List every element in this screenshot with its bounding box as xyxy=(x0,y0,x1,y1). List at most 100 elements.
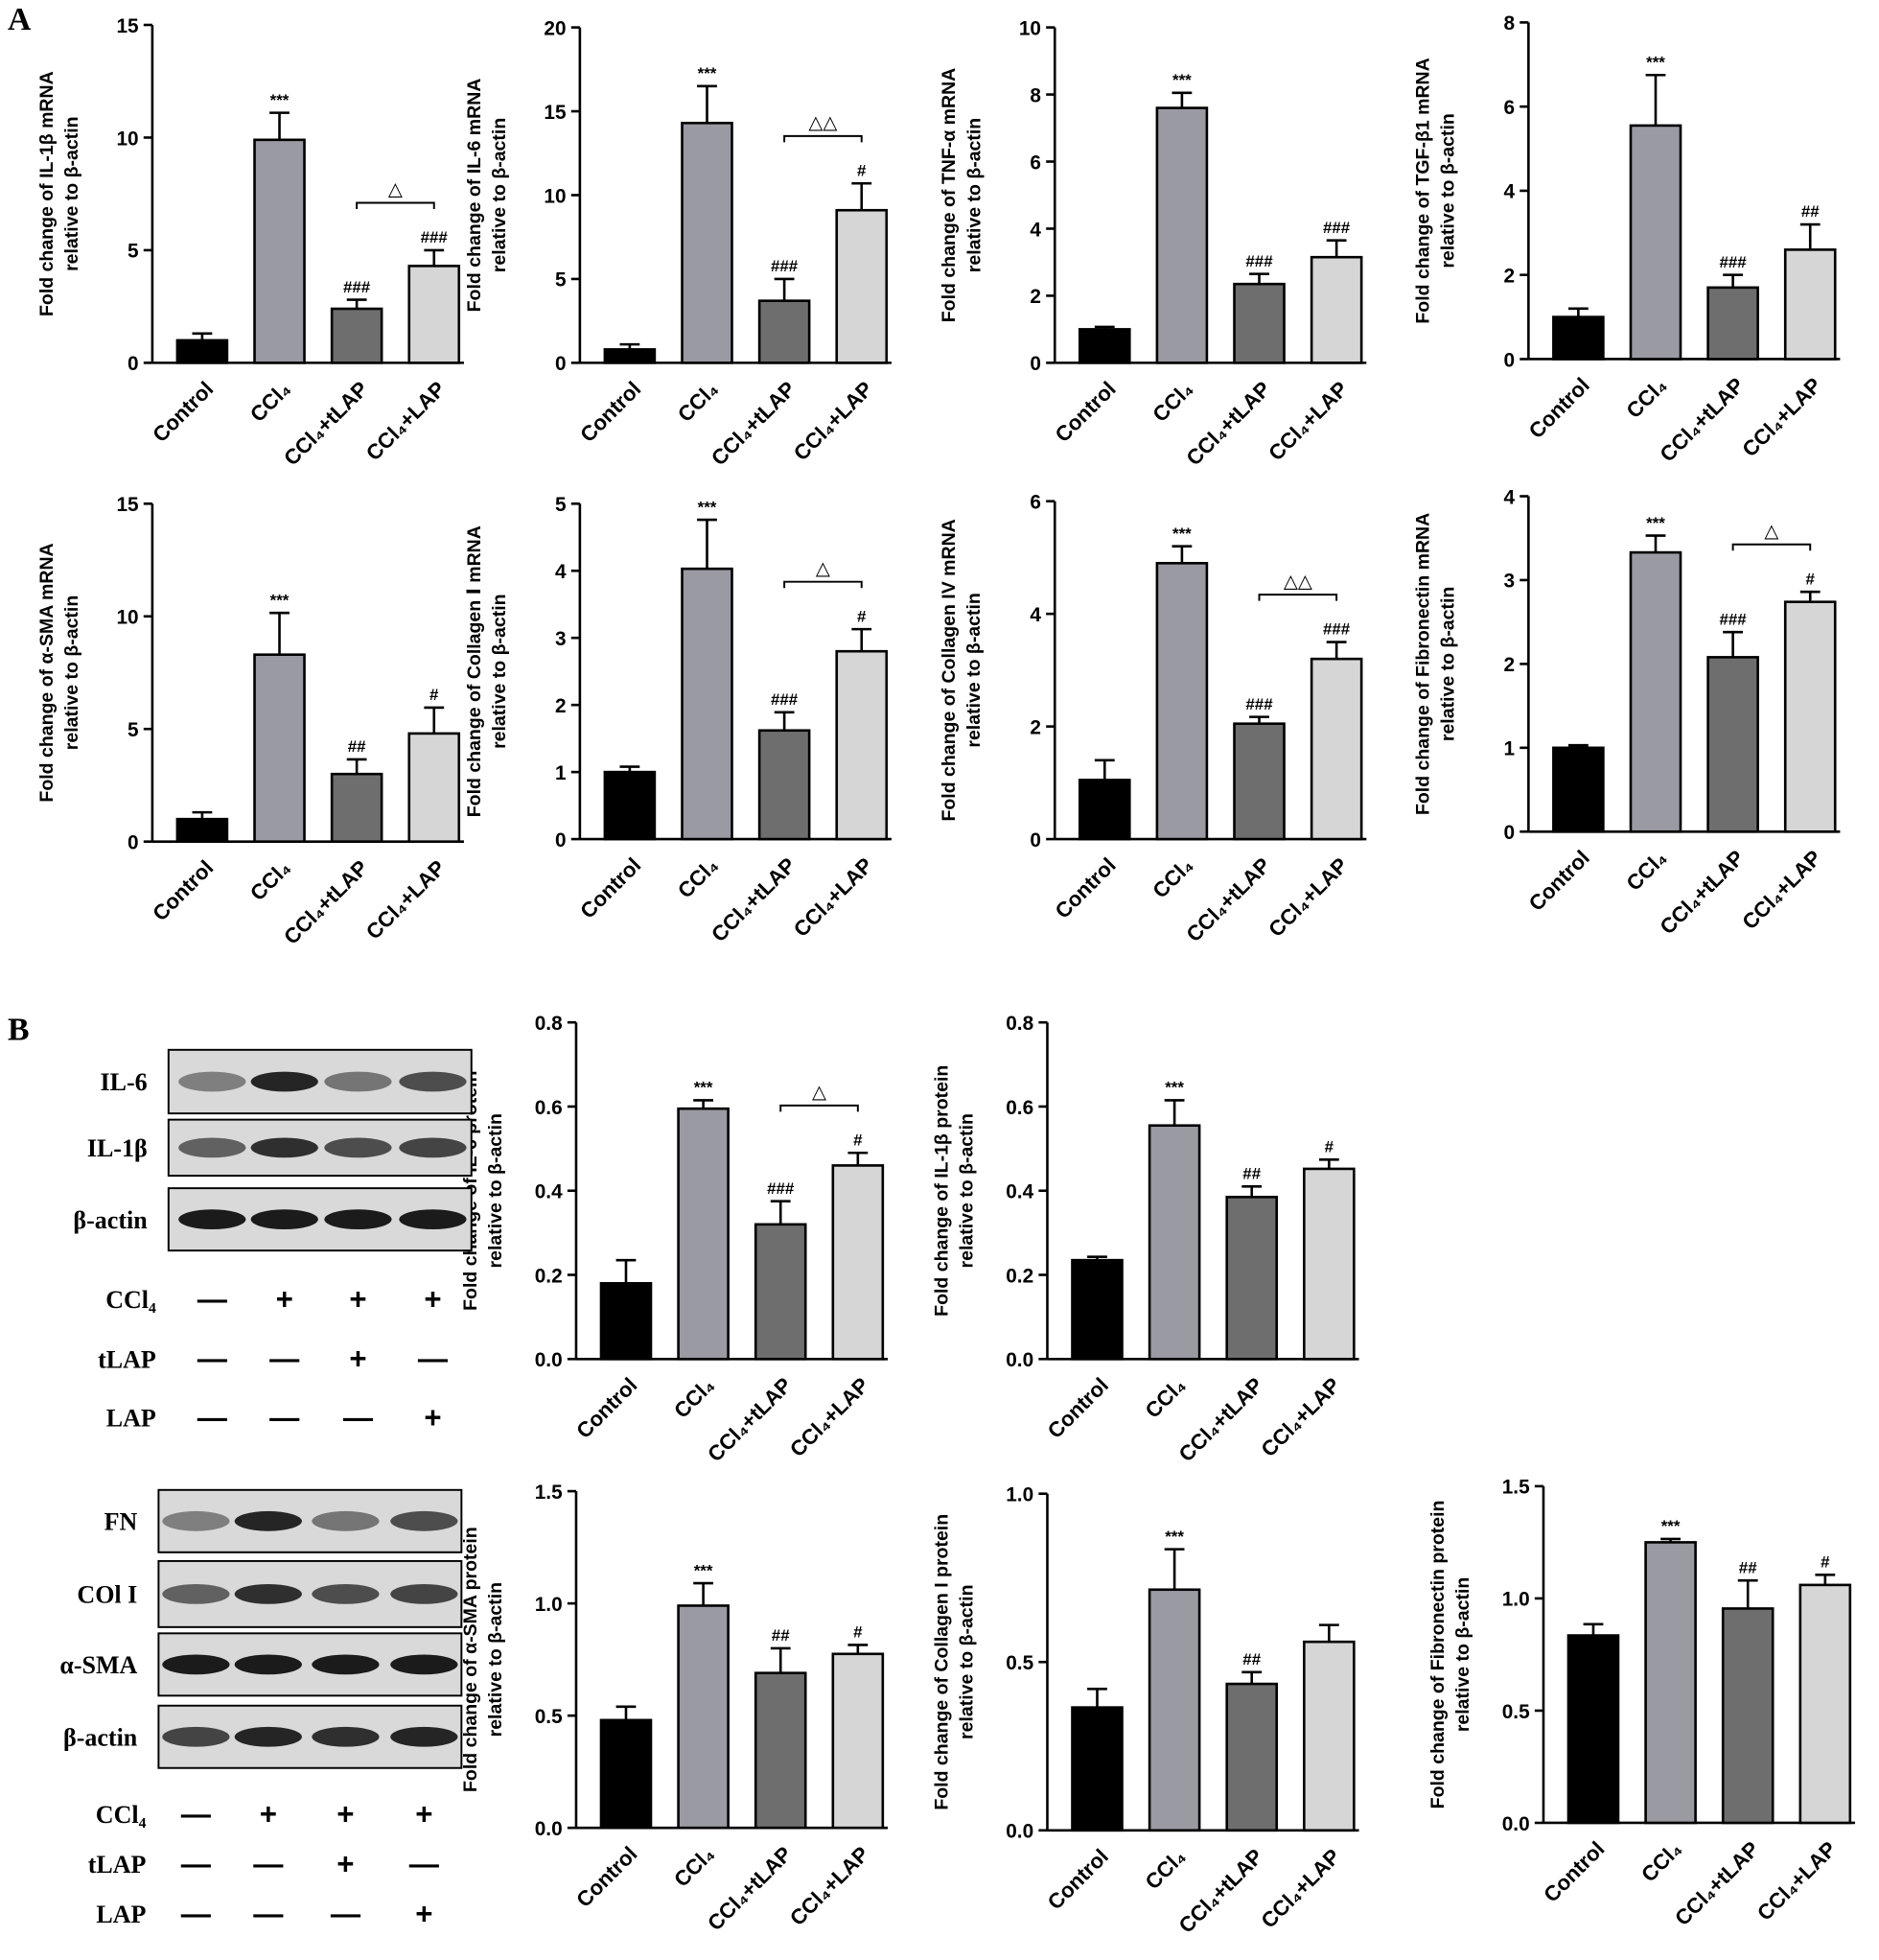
x-tick-label: Control xyxy=(1051,377,1121,447)
bar xyxy=(1148,1588,1201,1832)
y-axis-label: relative to β-actin xyxy=(485,1113,506,1268)
bar xyxy=(677,1107,730,1361)
blot-band xyxy=(390,1583,458,1604)
significance-label: ### xyxy=(1720,253,1748,271)
x-tick-label: CCl₄ xyxy=(1141,1844,1191,1894)
significance-label: ### xyxy=(771,690,799,709)
bar xyxy=(757,299,811,364)
condition-label: tLAP xyxy=(88,1851,147,1878)
bracket-label: △△ xyxy=(808,112,837,133)
y-tick-label: 2 xyxy=(1503,654,1515,676)
condition-sign: + xyxy=(349,1282,366,1316)
blot-band xyxy=(390,1726,458,1747)
x-tick-label: CCl₄+tLAP xyxy=(703,1842,797,1936)
y-tick-label: 0.8 xyxy=(535,1013,563,1035)
y-axis-label: Fold change of Collagen IV mRNA xyxy=(939,519,960,821)
y-axis-label: relative to β-actin xyxy=(963,118,985,272)
y-tick-label: 0.4 xyxy=(535,1181,563,1203)
significance-label: ### xyxy=(1720,610,1748,628)
x-tick-label: CCl₄+tLAP xyxy=(1656,373,1750,467)
significance-label: ## xyxy=(348,737,366,756)
y-tick-label: 0.0 xyxy=(535,1818,563,1840)
bar xyxy=(407,265,461,364)
bar xyxy=(754,1671,807,1830)
x-tick-label: CCl₄ xyxy=(669,1842,719,1892)
blot-band xyxy=(162,1726,230,1747)
y-axis-label: Fold change of Fibronectin mRNA xyxy=(1412,513,1433,815)
x-tick-label: CCl₄ xyxy=(1141,1373,1191,1423)
y-tick-label: 1.0 xyxy=(535,1594,563,1616)
y-tick-label: 6 xyxy=(1503,97,1515,119)
bar xyxy=(831,1652,885,1830)
significance-label: *** xyxy=(1172,525,1192,543)
condition-sign: — xyxy=(418,1342,449,1376)
y-tick-label: 4 xyxy=(1030,219,1041,241)
y-tick-label: 0.0 xyxy=(1006,1349,1033,1371)
blot-band xyxy=(250,1137,318,1158)
condition-sign: — xyxy=(197,1342,228,1376)
x-tick-label: CCl₄ xyxy=(1621,846,1671,896)
bar xyxy=(1225,1196,1279,1361)
x-tick-label: Control xyxy=(1524,373,1594,443)
y-axis-label: relative to β-actin xyxy=(61,116,82,270)
y-axis-label: Fold change of α-SMA protein xyxy=(460,1527,481,1792)
bar xyxy=(831,1164,885,1361)
bar xyxy=(1233,722,1286,841)
y-tick-label: 6 xyxy=(1030,492,1041,514)
x-tick-label: Control xyxy=(1539,1836,1609,1906)
x-tick-label: CCl₄ xyxy=(673,853,723,903)
x-tick-label: Control xyxy=(148,855,218,925)
bar xyxy=(599,1281,653,1361)
x-tick-label: CCl₄+LAP xyxy=(1737,846,1825,934)
y-tick-label: 5 xyxy=(555,269,567,292)
y-axis-label: Fold change of Collagen Ⅰ mRNA xyxy=(464,525,485,817)
bar xyxy=(407,732,461,843)
significance-label: ### xyxy=(1323,219,1351,237)
x-tick-label: Control xyxy=(1043,1844,1113,1914)
y-tick-label: 4 xyxy=(555,561,567,583)
bracket-label: △△ xyxy=(1284,571,1312,592)
x-tick-label: CCl₄ xyxy=(1621,373,1671,423)
significance-label: ## xyxy=(772,1626,790,1645)
y-tick-label: 0.2 xyxy=(1006,1265,1033,1287)
y-tick-label: 0.5 xyxy=(535,1706,563,1728)
condition-sign: — xyxy=(197,1401,228,1435)
bracket-label: △ xyxy=(388,179,403,200)
bar xyxy=(603,348,657,364)
x-tick-label: CCl₄+LAP xyxy=(1256,1844,1344,1932)
y-tick-label: 1.0 xyxy=(1006,1484,1033,1506)
y-axis-label: relative to β-actin xyxy=(963,593,985,747)
bracket-label: △ xyxy=(1764,521,1778,542)
bar xyxy=(1303,1640,1356,1832)
bar xyxy=(175,338,229,364)
bar xyxy=(603,770,657,841)
y-tick-label: 5 xyxy=(128,241,139,263)
condition-sign: + xyxy=(424,1282,441,1316)
bar xyxy=(253,653,306,843)
bar xyxy=(835,208,889,364)
x-tick-label: CCl₄+LAP xyxy=(1256,1373,1344,1461)
blot-band xyxy=(250,1209,318,1230)
x-tick-label: CCl₄+LAP xyxy=(789,853,877,942)
significance-label: # xyxy=(857,161,867,179)
significance-label: ## xyxy=(1242,1165,1261,1183)
y-tick-label: 0.4 xyxy=(1006,1181,1033,1203)
significance-label: ### xyxy=(1323,620,1351,639)
significance-label: *** xyxy=(1172,71,1192,89)
blot-band xyxy=(162,1510,230,1531)
y-tick-label: 0.0 xyxy=(1006,1821,1033,1843)
x-tick-label: CCl₄+tLAP xyxy=(279,855,373,949)
x-tick-label: Control xyxy=(1051,853,1121,923)
condition-sign: — xyxy=(181,1797,212,1831)
condition-sign: + xyxy=(349,1342,366,1376)
blot-band xyxy=(234,1583,302,1604)
x-tick-label: CCl₄+tLAP xyxy=(1656,846,1750,940)
bar xyxy=(1071,1258,1124,1361)
significance-label: *** xyxy=(1165,1079,1184,1097)
y-tick-label: 0.0 xyxy=(535,1349,563,1371)
blot-band xyxy=(312,1726,380,1747)
bracket xyxy=(783,580,863,589)
y-axis-label: relative to β-actin xyxy=(956,1113,977,1268)
bar xyxy=(757,729,811,841)
y-tick-label: 3 xyxy=(1503,571,1515,593)
